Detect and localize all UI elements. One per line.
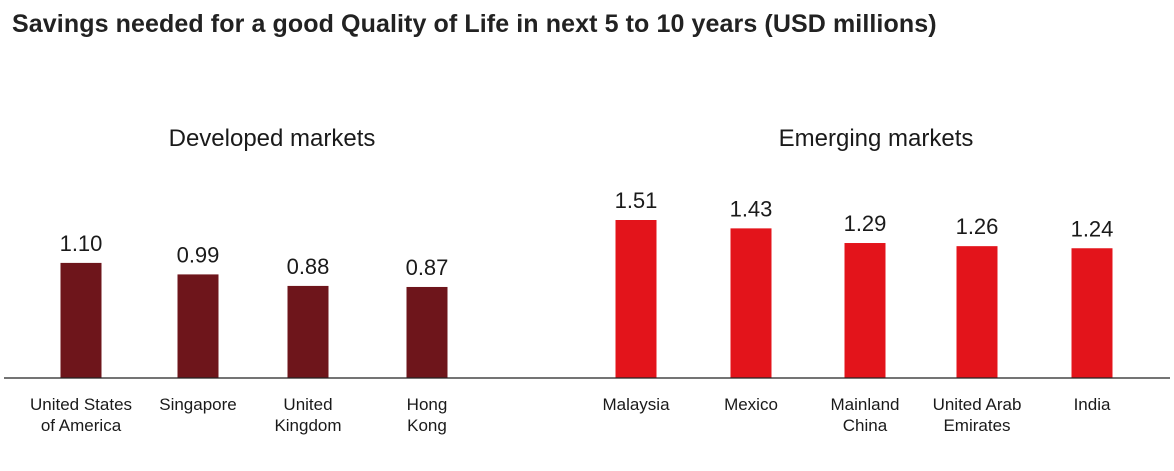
data-label: 0.88 [287, 254, 330, 279]
category-labels: United States of America Singapore United Ki… [30, 395, 1111, 435]
category-label: China [843, 416, 888, 435]
bar [406, 286, 448, 378]
category-label: Kingdom [274, 416, 341, 435]
bar [956, 246, 998, 378]
category-label: United [283, 395, 332, 414]
group-header: Emerging markets [779, 125, 974, 152]
data-label: 1.10 [60, 231, 103, 256]
group-header: Developed markets [169, 125, 376, 152]
chart-title: Savings needed for a good Quality of Lif… [12, 10, 937, 38]
category-label: United Arab [933, 395, 1022, 414]
data-label: 1.29 [844, 211, 887, 236]
bar [1071, 248, 1113, 378]
category-label: Singapore [159, 395, 237, 414]
category-label: Mexico [724, 395, 778, 414]
category-label: of America [41, 416, 122, 435]
bars [60, 220, 1113, 378]
bar [730, 228, 772, 378]
category-label: Mainland [831, 395, 900, 414]
category-label: Hong [407, 395, 448, 414]
category-label: Emirates [943, 416, 1010, 435]
data-label: 1.51 [615, 188, 658, 213]
group-headers: Developed markets Emerging markets [169, 125, 974, 152]
category-label: Kong [407, 416, 447, 435]
category-label: Malaysia [602, 395, 670, 414]
category-label: India [1074, 395, 1111, 414]
bar [615, 220, 657, 378]
bar [844, 243, 886, 378]
value-labels: 1.10 0.99 0.88 0.87 1.51 1.43 1.29 1.26 1.24 [60, 188, 1114, 280]
data-label: 0.99 [177, 242, 220, 267]
bar [287, 285, 329, 378]
bar [60, 262, 102, 378]
data-label: 1.24 [1071, 216, 1114, 241]
data-label: 1.26 [956, 214, 999, 239]
category-label: United States [30, 395, 132, 414]
data-label: 0.87 [406, 255, 449, 280]
bar [177, 274, 219, 378]
data-label: 1.43 [730, 196, 773, 221]
